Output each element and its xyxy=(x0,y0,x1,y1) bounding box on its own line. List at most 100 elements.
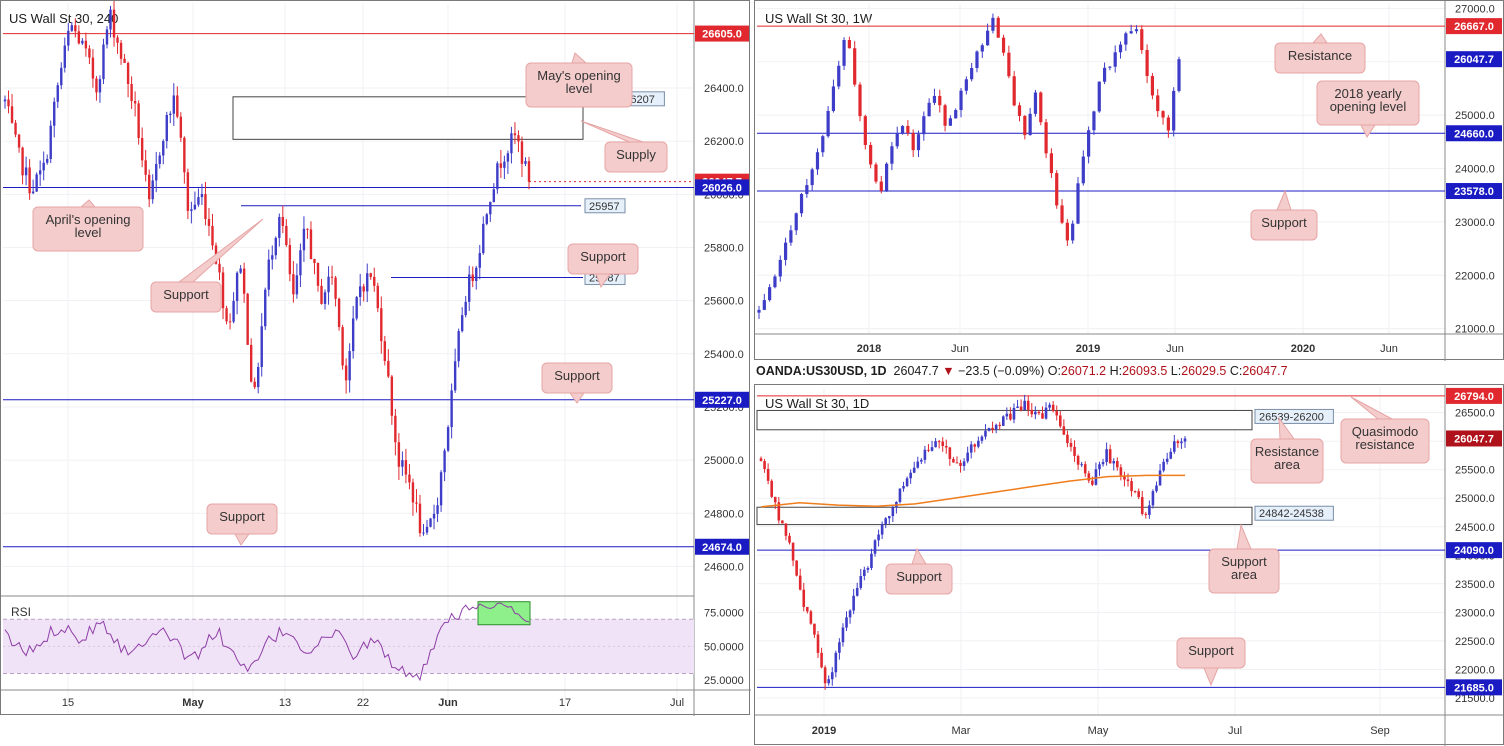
candle xyxy=(855,587,859,596)
candle xyxy=(1091,480,1094,485)
candle xyxy=(471,274,474,281)
candle xyxy=(425,526,429,533)
candle xyxy=(309,229,313,259)
last-price: 26047.7 xyxy=(893,364,939,378)
candle xyxy=(179,116,183,138)
callout-text: Resistance xyxy=(1255,444,1319,459)
rsi-highlight-box xyxy=(477,601,531,626)
x-tick-label: Jul xyxy=(670,697,684,709)
candle xyxy=(847,40,851,49)
candle xyxy=(1076,455,1080,465)
chart-daily-svg[interactable]: 21500.022000.022500.023000.023500.024000… xyxy=(755,385,1504,746)
callout-box xyxy=(604,141,668,173)
candle xyxy=(879,181,883,191)
candle xyxy=(1081,156,1085,184)
y-tick-label: 25400.0 xyxy=(704,349,744,361)
candle xyxy=(762,300,766,310)
price-tag-label: 24660.0 xyxy=(1454,128,1494,140)
candle xyxy=(941,441,945,447)
callout-text: Resistance xyxy=(1288,48,1352,63)
support-area xyxy=(756,506,1253,526)
y-tick-label: 22000.0 xyxy=(1455,270,1495,282)
candle xyxy=(858,84,862,117)
candle xyxy=(837,65,841,87)
candle xyxy=(274,237,277,256)
x-tick-label: 2019 xyxy=(812,725,836,737)
y-tick-label: 24800.0 xyxy=(704,508,744,520)
candle xyxy=(937,441,941,443)
candle xyxy=(415,502,418,504)
x-tick-label: Sep xyxy=(1370,725,1390,737)
candle xyxy=(165,115,168,142)
candle xyxy=(344,365,348,381)
chart-panel-weekly[interactable]: US Wall St 30, 1W 21000.0 22000.0 23000.0 2… xyxy=(754,0,1504,361)
candle xyxy=(1019,406,1023,411)
candle xyxy=(193,204,197,210)
candle xyxy=(10,106,14,123)
candle xyxy=(834,652,838,673)
level-label: 24842-24538 xyxy=(1259,508,1324,520)
callout-pointer xyxy=(1311,33,1328,44)
chart-panel-4h[interactable]: US Wall St 30, 240 24600.0 24800.0 25000.0… xyxy=(0,0,751,716)
candle xyxy=(994,424,998,430)
candle xyxy=(1033,92,1038,114)
candle xyxy=(316,262,320,286)
candle xyxy=(1076,183,1080,224)
candle xyxy=(387,360,390,377)
callout-pointer xyxy=(580,120,644,143)
candle xyxy=(1087,130,1091,157)
candle xyxy=(1017,105,1022,116)
chart-panel-daily[interactable]: US Wall St 30, 1D MA 21500.022000.022500… xyxy=(754,384,1504,746)
price-tag xyxy=(695,179,749,196)
candle xyxy=(1044,407,1048,419)
candle xyxy=(510,133,513,154)
candle xyxy=(369,273,372,277)
candle xyxy=(81,40,84,44)
candle xyxy=(436,505,439,514)
callout-support: Support xyxy=(1250,189,1318,241)
candle xyxy=(1112,461,1116,464)
candle xyxy=(784,523,788,536)
chart-weekly-svg[interactable]: 21000.022000.023000.024000.025000.026000… xyxy=(755,1,1504,361)
candle xyxy=(905,478,909,487)
callout-text: Quasimodo xyxy=(1352,424,1418,439)
candle xyxy=(457,331,460,362)
candle xyxy=(766,468,770,481)
candle xyxy=(805,185,809,194)
candle xyxy=(874,164,878,182)
price-tag xyxy=(1446,387,1502,404)
callout-text: Support xyxy=(1221,554,1267,569)
open-value: 26071.2 xyxy=(1060,364,1107,378)
y-tick-label: 26500.0 xyxy=(1455,408,1495,420)
candle xyxy=(880,524,884,535)
callout-pointer xyxy=(79,199,97,208)
candle xyxy=(302,228,306,251)
candle xyxy=(887,516,891,519)
candle xyxy=(162,141,165,156)
candle xyxy=(1113,52,1117,67)
candle xyxy=(923,449,927,460)
candle xyxy=(1166,117,1170,131)
chart-4h-svg[interactable]: 24600.024800.025000.025200.025400.025600… xyxy=(1,1,751,716)
candle xyxy=(1030,409,1034,415)
candle xyxy=(475,267,478,281)
callout-pointer xyxy=(234,533,250,546)
candle xyxy=(1169,451,1173,459)
candle xyxy=(980,45,984,52)
callout-text: Support xyxy=(580,249,626,264)
candle xyxy=(815,152,820,170)
candle xyxy=(84,40,88,49)
moving-average-line xyxy=(760,474,1185,508)
rsi-tick-label: 25.0000 xyxy=(704,675,744,687)
candle xyxy=(998,424,1002,426)
candle xyxy=(228,321,232,323)
rsi-label: RSI xyxy=(11,605,31,619)
y-tick-label: 21000.0 xyxy=(1455,324,1495,336)
candle xyxy=(1098,464,1101,470)
callout-text: level xyxy=(75,225,102,240)
candle xyxy=(1119,467,1123,476)
candle xyxy=(906,125,910,134)
candle xyxy=(848,610,852,618)
